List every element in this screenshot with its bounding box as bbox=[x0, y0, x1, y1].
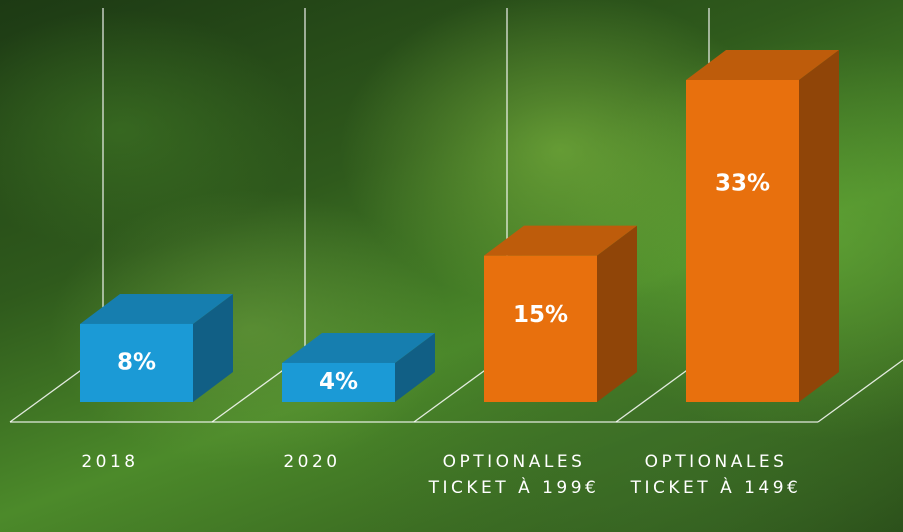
bar-side bbox=[799, 50, 839, 402]
value-label: 8% bbox=[117, 349, 156, 375]
value-label: 33% bbox=[715, 171, 770, 197]
bar-front bbox=[686, 80, 799, 402]
category-label: 2018 bbox=[15, 449, 205, 475]
bar-front bbox=[484, 256, 597, 402]
value-label: 4% bbox=[319, 369, 358, 395]
category-label: OPTIONALES TICKET À 199€ bbox=[419, 449, 609, 501]
bar-side bbox=[597, 226, 637, 402]
bar bbox=[80, 294, 233, 402]
category-label: 2020 bbox=[217, 449, 407, 475]
page: 8%4%15%33% (() => { const data = JSON.pa… bbox=[0, 0, 903, 532]
category-label: OPTIONALES TICKET À 149€ bbox=[621, 449, 811, 501]
bar bbox=[686, 50, 839, 402]
value-label: 15% bbox=[513, 302, 568, 328]
